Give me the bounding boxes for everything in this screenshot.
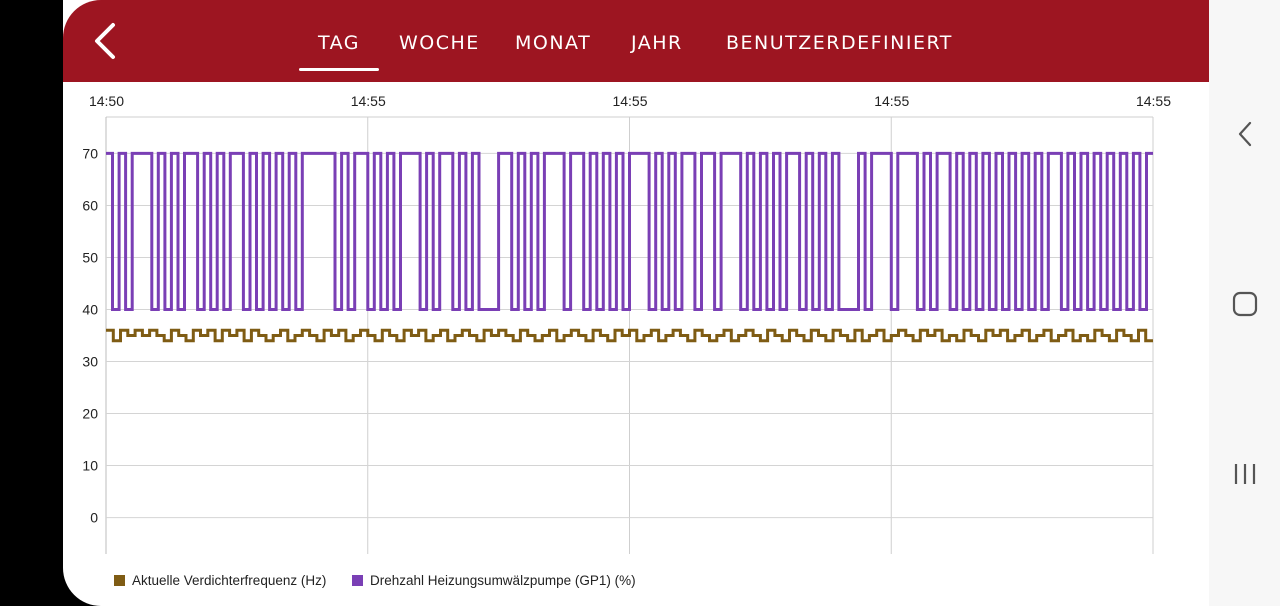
y-tick-label: 0 — [90, 510, 98, 526]
y-tick-label: 30 — [82, 354, 98, 370]
y-tick-label: 50 — [82, 249, 98, 265]
legend-swatch — [352, 574, 363, 586]
y-tick-label: 20 — [82, 406, 98, 422]
legend-swatch — [114, 574, 125, 586]
tab-jahr[interactable]: JAHR — [631, 32, 683, 54]
legend-label: Drehzahl Heizungsumwälzpumpe (GP1) (%) — [370, 572, 636, 588]
nav-home-button[interactable] — [1227, 286, 1263, 322]
tab-monat[interactable]: MONAT — [515, 32, 592, 54]
nav-back-button[interactable] — [1227, 116, 1263, 152]
x-tick-label: 14:55 — [612, 93, 647, 109]
nav-recents-button[interactable] — [1227, 456, 1263, 492]
home-square-icon — [1232, 291, 1258, 317]
y-tick-label: 60 — [82, 197, 98, 213]
y-tick-label: 10 — [82, 458, 98, 474]
y-tick-label: 70 — [82, 145, 98, 161]
legend-item-verdichterfrequenz: Aktuelle Verdichterfrequenz (Hz) — [114, 572, 326, 588]
x-tick-label: 14:55 — [874, 93, 909, 109]
x-tick-label: 14:55 — [351, 93, 386, 109]
series-line-heizungsumwaelzpumpe — [106, 151, 1153, 311]
x-tick-label: 14:55 — [1136, 93, 1171, 109]
app-screen — [63, 0, 1209, 606]
chevron-left-icon — [95, 23, 115, 59]
back-chevron-icon — [1238, 121, 1252, 147]
tab-tag[interactable]: TAG — [298, 28, 380, 71]
tab-woche[interactable]: WOCHE — [399, 32, 480, 54]
y-tick-label: 40 — [82, 301, 98, 317]
legend-item-heizungsumwaelzpumpe: Drehzahl Heizungsumwälzpumpe (GP1) (%) — [352, 572, 636, 588]
x-tick-label: 14:50 — [89, 93, 124, 109]
android-navigation-bar — [1209, 0, 1280, 606]
series-line-verdichterfrequenz — [106, 328, 1153, 343]
recents-bars-icon — [1234, 464, 1256, 484]
tab-benutzerdefiniert[interactable]: BENUTZERDEFINIERT — [726, 32, 953, 54]
legend-label: Aktuelle Verdichterfrequenz (Hz) — [132, 572, 327, 588]
back-button[interactable] — [85, 18, 125, 64]
top-app-bar: TAG WOCHE MONAT JAHR BENUTZERDEFINIERT — [63, 0, 1209, 82]
